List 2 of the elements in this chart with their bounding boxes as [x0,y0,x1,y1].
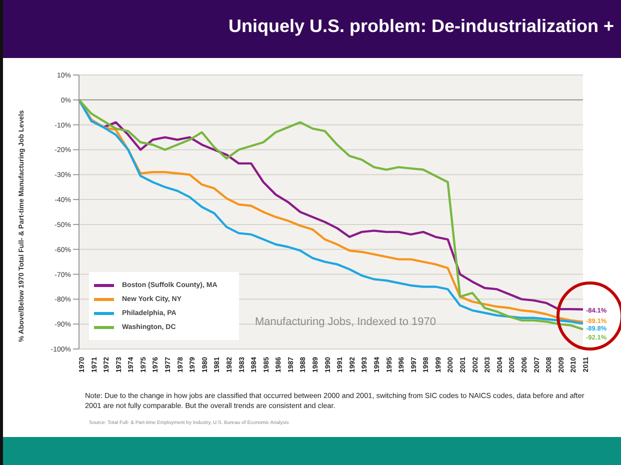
chart-title: Uniquely U.S. problem: De-industrialization + [228,16,614,37]
annotation: Manufacturing Jobs, Indexed to 1970 [255,316,436,328]
